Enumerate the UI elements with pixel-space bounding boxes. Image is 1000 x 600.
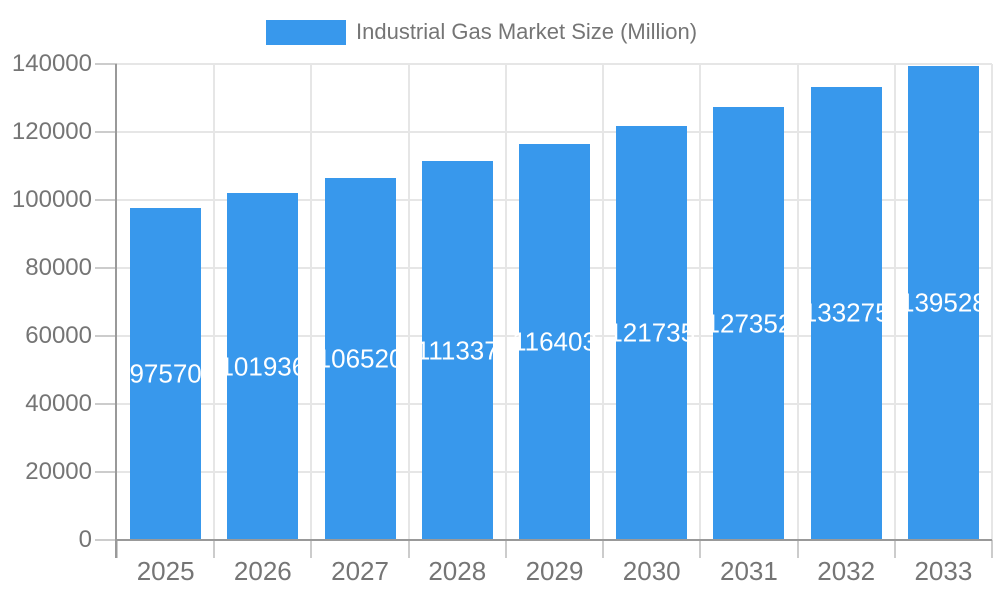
bar-2032 [810, 86, 882, 540]
bar-2026 [227, 193, 299, 540]
x-tick-mark [310, 540, 313, 558]
x-gridline [991, 64, 993, 540]
legend-label: Industrial Gas Market Size (Million) [356, 19, 698, 44]
x-gridline [796, 64, 799, 540]
bar-value-label: 139528 [899, 287, 987, 318]
bar-value-label: 106520 [316, 343, 404, 374]
bar-value-label: 101936 [219, 351, 307, 382]
y-gridline [117, 131, 992, 133]
y-tick-label: 60000 [25, 322, 92, 349]
bar-value-label: 121735 [608, 317, 696, 348]
x-gridline [504, 64, 507, 540]
y-tick-label: 40000 [25, 390, 92, 417]
x-tick-label: 2032 [817, 556, 876, 586]
x-axis-line [115, 539, 992, 541]
y-tick-mark [95, 63, 117, 65]
chart-legend: Industrial Gas Market Size (Million) [266, 18, 697, 46]
y-gridline [117, 63, 992, 65]
bar-2027 [324, 177, 396, 540]
x-tick-label: 2029 [525, 556, 584, 586]
x-tick-label: 2027 [331, 556, 389, 586]
x-tick-mark [213, 540, 216, 558]
x-gridline [310, 64, 313, 540]
y-tick-mark [95, 267, 117, 269]
x-tick-mark [602, 540, 605, 558]
x-tick-mark [116, 540, 118, 558]
y-tick-mark [95, 539, 117, 541]
x-tick-label: 2033 [914, 556, 973, 586]
legend-swatch [266, 19, 346, 45]
bar-value-label: 133275 [802, 297, 890, 328]
y-tick-label: 120000 [11, 118, 92, 145]
bar-value-label: 127352 [705, 308, 793, 338]
bar-2030 [616, 126, 688, 540]
x-gridline [602, 64, 605, 540]
y-axis-line [115, 64, 117, 558]
x-tick-mark [504, 540, 507, 558]
x-tick-mark [893, 540, 896, 558]
x-tick-label: 2028 [428, 556, 487, 586]
y-tick-label: 100000 [11, 186, 92, 213]
bar-2029 [519, 144, 590, 540]
y-tick-label: 140000 [11, 50, 92, 77]
x-gridline [893, 64, 896, 540]
y-tick-label: 0 [78, 526, 92, 553]
x-gridline [407, 64, 410, 540]
y-tick-mark [95, 199, 117, 201]
y-tick-mark [95, 403, 117, 405]
bar-value-label: 116403 [512, 326, 597, 357]
x-tick-mark [796, 540, 799, 558]
bar-2031 [713, 107, 785, 540]
x-tick-label: 2030 [622, 556, 681, 586]
y-tick-mark [95, 471, 117, 473]
x-tick-mark [699, 540, 702, 558]
x-tick-label: 2031 [720, 556, 778, 586]
bar-value-label: 97570 [129, 358, 202, 389]
y-tick-mark [95, 131, 117, 133]
x-tick-label: 2026 [233, 556, 292, 586]
bar-value-label: 111337 [415, 335, 499, 366]
y-tick-label: 20000 [25, 458, 92, 485]
bar-2025 [130, 208, 202, 540]
bar-2033 [907, 65, 979, 540]
x-tick-label: 2025 [136, 556, 195, 586]
y-tick-label: 80000 [25, 254, 92, 281]
x-tick-mark [407, 540, 410, 558]
y-tick-mark [95, 335, 117, 337]
x-gridline [213, 64, 216, 540]
bar-2028 [421, 161, 493, 540]
x-tick-mark [991, 540, 993, 558]
x-gridline [699, 64, 702, 540]
